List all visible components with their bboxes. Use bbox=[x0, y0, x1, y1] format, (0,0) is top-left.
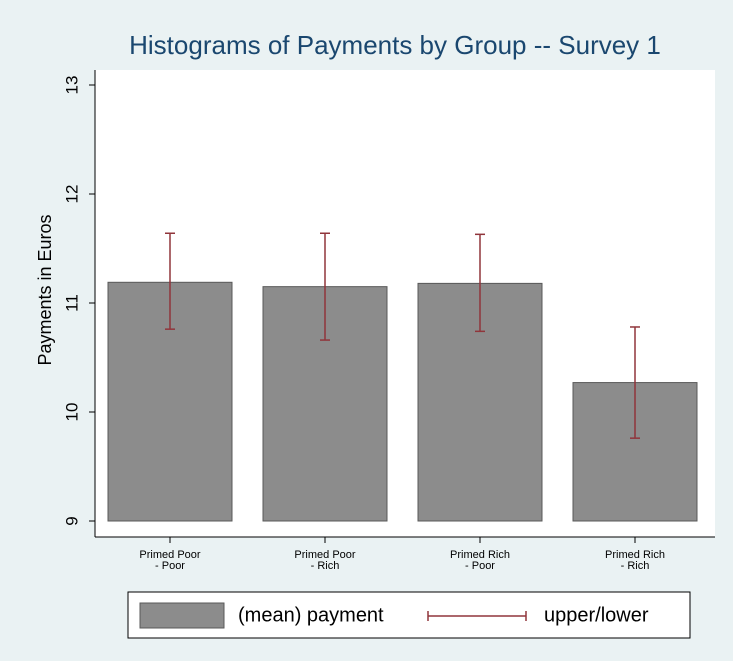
chart-title: Histograms of Payments by Group -- Surve… bbox=[129, 30, 661, 60]
x-tick-label: Primed Rich bbox=[450, 549, 510, 561]
y-tick-label: 13 bbox=[62, 76, 81, 95]
legend-swatch bbox=[139, 602, 225, 629]
legend-label: (mean) payment bbox=[238, 604, 384, 626]
legend-label: upper/lower bbox=[544, 604, 649, 626]
y-axis-label: Payments in Euros bbox=[35, 214, 55, 365]
y-tick-label: 9 bbox=[62, 516, 81, 525]
x-tick-label: - Poor bbox=[465, 560, 495, 572]
x-tick-label: Primed Poor bbox=[139, 549, 200, 561]
x-tick-label: - Rich bbox=[311, 560, 340, 572]
x-tick-label: Primed Poor bbox=[294, 549, 355, 561]
x-tick-label: - Poor bbox=[155, 560, 185, 572]
error-bar bbox=[475, 233, 485, 333]
error-bar bbox=[320, 232, 330, 341]
y-tick-label: 11 bbox=[62, 294, 81, 312]
x-tick-label: - Rich bbox=[621, 560, 650, 572]
error-bar bbox=[630, 326, 640, 439]
y-tick-label: 12 bbox=[62, 185, 81, 204]
x-tick-label: Primed Rich bbox=[605, 549, 665, 561]
y-tick-label: 10 bbox=[62, 403, 81, 422]
error-bar bbox=[165, 232, 175, 330]
